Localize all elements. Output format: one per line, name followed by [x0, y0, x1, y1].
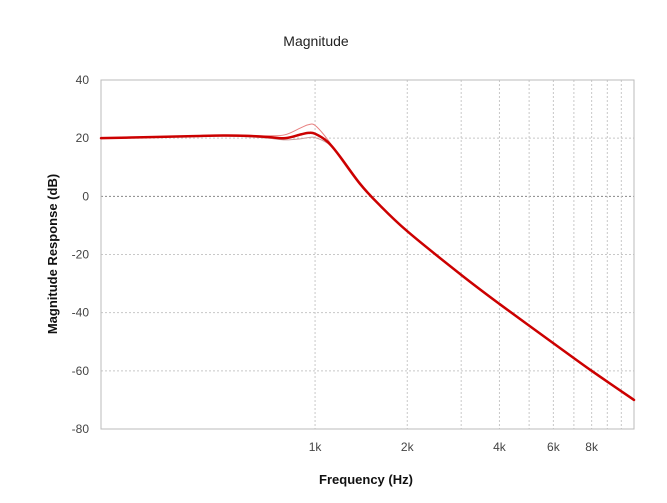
- y-tick-label: 0: [82, 189, 89, 203]
- y-tick-label: -60: [72, 364, 90, 378]
- y-tick-label: -20: [72, 248, 90, 262]
- y-axis-ticks: 40 20 0 -20 -40 -60 -80: [72, 73, 90, 436]
- series-line-upper: [100, 123, 635, 401]
- y-tick-label: -80: [72, 422, 90, 436]
- x-tick-label: 6k: [547, 440, 561, 454]
- y-tick-label: 40: [76, 73, 90, 87]
- grid: [101, 79, 634, 430]
- chart-title: Magnitude: [283, 33, 349, 49]
- x-tick-label: 1k: [309, 440, 323, 454]
- series-lines: [99, 123, 636, 402]
- y-tick-label: -40: [72, 306, 90, 320]
- y-tick-label: 20: [76, 131, 90, 145]
- x-axis-ticks: 1k 2k 4k 6k 8k: [309, 440, 599, 454]
- x-axis-label: Frequency (Hz): [319, 472, 413, 487]
- plot-area: [100, 79, 635, 430]
- x-tick-label: 4k: [493, 440, 507, 454]
- series-line-main: [99, 131, 636, 402]
- x-tick-label: 8k: [585, 440, 599, 454]
- series-line-lower: [100, 135, 635, 401]
- x-tick-label: 2k: [401, 440, 415, 454]
- y-axis-label: Magnitude Response (dB): [45, 174, 60, 334]
